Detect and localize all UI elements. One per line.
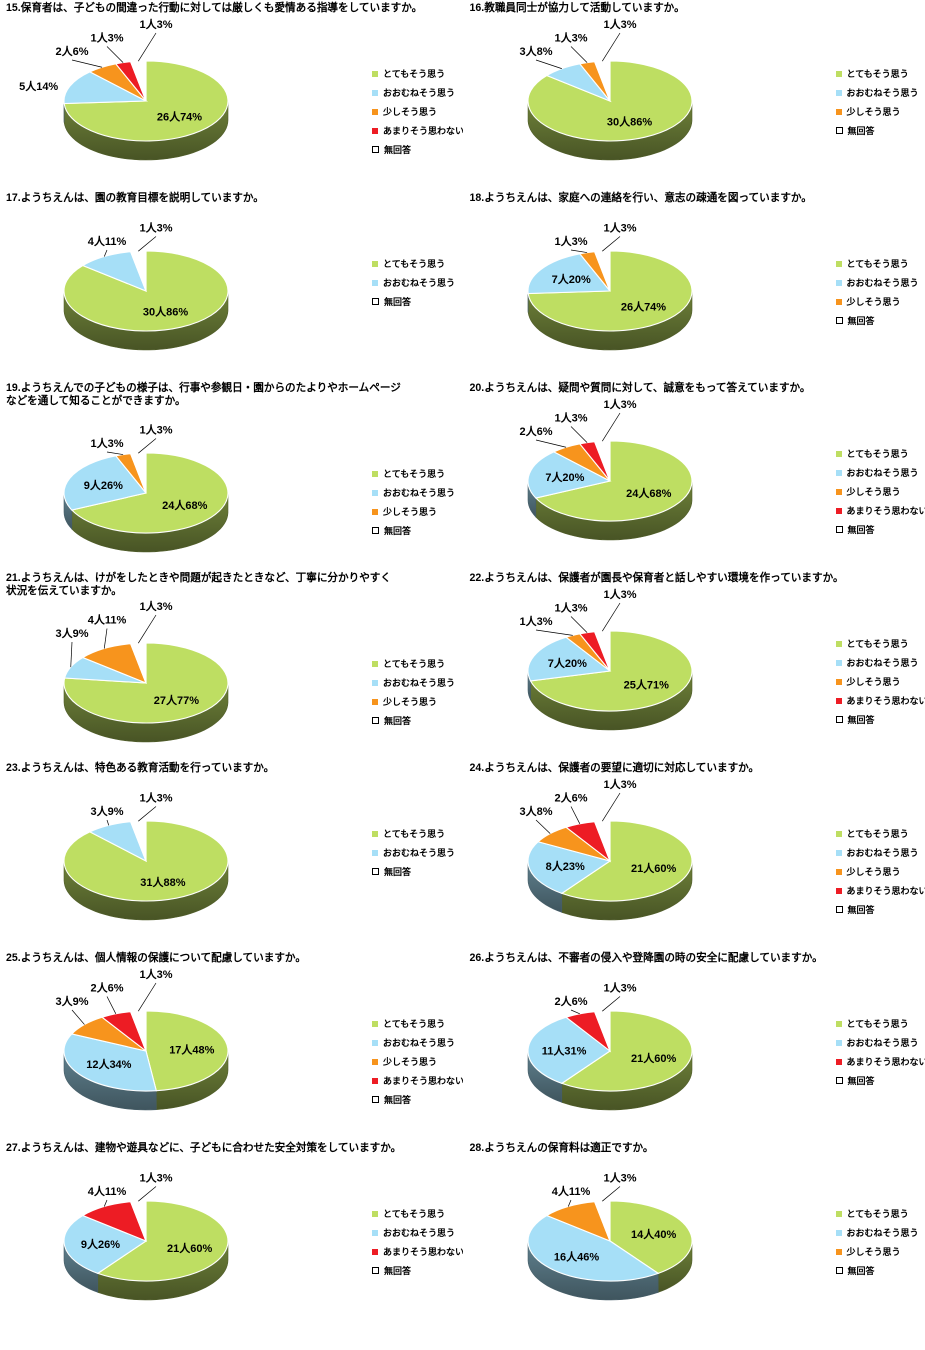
- svg-text:9人26%: 9人26%: [84, 478, 123, 492]
- svg-text:2人6%: 2人6%: [554, 994, 587, 1008]
- svg-text:5人14%: 5人14%: [19, 79, 58, 93]
- svg-text:9人26%: 9人26%: [81, 1237, 120, 1251]
- svg-text:2人6%: 2人6%: [519, 424, 552, 438]
- svg-text:21人60%: 21人60%: [631, 861, 676, 875]
- svg-text:7人20%: 7人20%: [547, 656, 586, 670]
- svg-text:1人3%: 1人3%: [603, 1171, 636, 1185]
- svg-text:1人3%: 1人3%: [519, 614, 552, 628]
- svg-text:27人77%: 27人77%: [154, 693, 199, 707]
- svg-text:1人3%: 1人3%: [603, 981, 636, 995]
- svg-text:3人9%: 3人9%: [90, 804, 123, 818]
- svg-text:25人71%: 25人71%: [623, 678, 668, 692]
- svg-text:3人9%: 3人9%: [55, 626, 88, 640]
- svg-text:1人3%: 1人3%: [603, 397, 636, 411]
- svg-text:30人86%: 30人86%: [143, 304, 188, 318]
- svg-text:11人31%: 11人31%: [541, 1043, 586, 1057]
- svg-text:26人74%: 26人74%: [157, 109, 202, 123]
- svg-text:3人8%: 3人8%: [519, 804, 552, 818]
- svg-text:1人3%: 1人3%: [603, 17, 636, 31]
- svg-text:1人3%: 1人3%: [603, 777, 636, 791]
- svg-text:1人3%: 1人3%: [554, 411, 587, 425]
- svg-text:24人68%: 24人68%: [162, 498, 207, 512]
- svg-text:12人34%: 12人34%: [86, 1057, 131, 1071]
- svg-text:26人74%: 26人74%: [620, 299, 665, 313]
- svg-text:4人11%: 4人11%: [88, 234, 127, 248]
- svg-text:3人8%: 3人8%: [519, 44, 552, 58]
- svg-text:1人3%: 1人3%: [554, 234, 587, 248]
- svg-text:30人86%: 30人86%: [606, 114, 651, 128]
- svg-text:1人3%: 1人3%: [139, 967, 172, 981]
- svg-text:2人6%: 2人6%: [55, 44, 88, 58]
- svg-text:1人3%: 1人3%: [90, 436, 123, 450]
- svg-text:1人3%: 1人3%: [139, 221, 172, 235]
- svg-text:2人6%: 2人6%: [554, 791, 587, 805]
- svg-text:1人3%: 1人3%: [554, 31, 587, 45]
- svg-text:2人6%: 2人6%: [90, 981, 123, 995]
- svg-text:7人20%: 7人20%: [551, 272, 590, 286]
- svg-text:1人3%: 1人3%: [603, 587, 636, 601]
- svg-text:7人20%: 7人20%: [545, 470, 584, 484]
- svg-text:21人60%: 21人60%: [631, 1051, 676, 1065]
- svg-text:1人3%: 1人3%: [603, 221, 636, 235]
- svg-text:4人11%: 4人11%: [551, 1184, 590, 1198]
- svg-text:16人46%: 16人46%: [553, 1249, 598, 1263]
- svg-text:4人11%: 4人11%: [88, 613, 127, 627]
- svg-text:1人3%: 1人3%: [139, 423, 172, 437]
- svg-text:17人48%: 17人48%: [169, 1043, 214, 1057]
- svg-text:24人68%: 24人68%: [626, 486, 671, 500]
- svg-text:14人40%: 14人40%: [631, 1227, 676, 1241]
- svg-text:1人3%: 1人3%: [139, 599, 172, 613]
- svg-text:1人3%: 1人3%: [139, 1171, 172, 1185]
- svg-text:1人3%: 1人3%: [554, 601, 587, 615]
- svg-text:1人3%: 1人3%: [139, 17, 172, 31]
- svg-text:4人11%: 4人11%: [88, 1184, 127, 1198]
- svg-text:1人3%: 1人3%: [139, 791, 172, 805]
- svg-text:31人88%: 31人88%: [140, 875, 185, 889]
- svg-text:8人23%: 8人23%: [545, 859, 584, 873]
- svg-text:1人3%: 1人3%: [90, 31, 123, 45]
- svg-text:3人9%: 3人9%: [55, 994, 88, 1008]
- svg-text:21人60%: 21人60%: [167, 1241, 212, 1255]
